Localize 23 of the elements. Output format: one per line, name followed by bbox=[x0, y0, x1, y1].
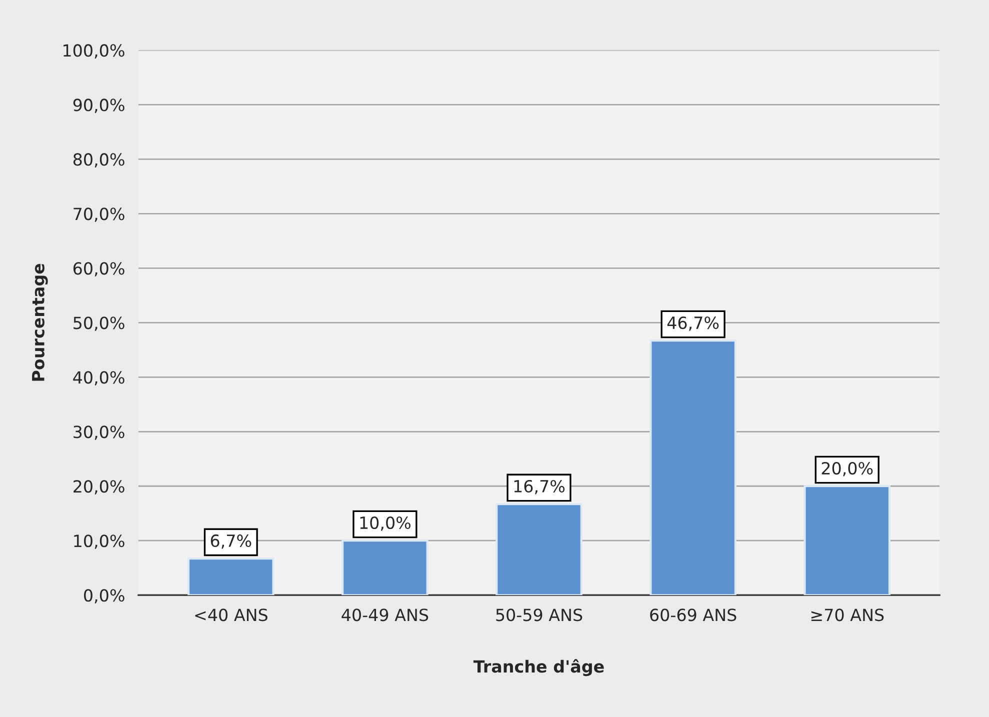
data-label: 20,0% bbox=[822, 462, 873, 476]
y-tick-label: 50,0% bbox=[74, 316, 124, 331]
y-axis-title: Pourcentage bbox=[32, 264, 48, 381]
y-tick-label: 40,0% bbox=[73, 371, 124, 386]
data-label: 10,0% bbox=[360, 516, 411, 531]
y-tick-label: 20,0% bbox=[74, 480, 124, 494]
y-tick-label: 10,0% bbox=[74, 534, 124, 549]
x-tick-label: ≥70 ANS bbox=[811, 608, 884, 622]
x-tick-label: 60-69 ANS bbox=[650, 608, 736, 622]
y-tick-label: 100,0% bbox=[64, 44, 124, 58]
data-label: 46,7% bbox=[667, 316, 719, 331]
x-tick-label: 50-59 ANS bbox=[496, 608, 582, 622]
x-tick-label: 40-49 ANS bbox=[342, 608, 428, 622]
y-tick-label: 30,0% bbox=[74, 426, 124, 440]
y-tick-label: 60,0% bbox=[73, 262, 124, 276]
y-tick-label: 90,0% bbox=[73, 98, 124, 113]
y-tick-label: 70,0% bbox=[74, 208, 124, 222]
data-label: 6,7% bbox=[210, 534, 252, 549]
x-tick-label: <40 ANS bbox=[195, 608, 268, 622]
x-axis-title: Tranche d'âge bbox=[473, 659, 604, 676]
y-tick-label: 80,0% bbox=[73, 153, 124, 168]
y-tick-label: 0,0% bbox=[84, 589, 124, 604]
data-label: 16,7% bbox=[514, 480, 565, 494]
